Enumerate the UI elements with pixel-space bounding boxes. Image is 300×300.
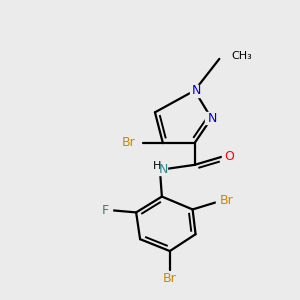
Text: Br: Br — [163, 272, 177, 285]
Bar — [216, 195, 236, 206]
Text: CH₃: CH₃ — [231, 51, 252, 61]
Bar — [206, 112, 219, 124]
Text: N: N — [208, 112, 217, 125]
Bar — [160, 273, 180, 285]
Text: N: N — [159, 163, 169, 176]
Bar — [190, 85, 203, 97]
Text: Br: Br — [121, 136, 135, 148]
Bar — [222, 151, 236, 163]
Bar — [118, 136, 138, 148]
Bar — [98, 205, 112, 216]
Text: O: O — [224, 150, 234, 164]
Bar — [143, 161, 167, 175]
Text: H: H — [153, 161, 161, 171]
Text: Br: Br — [219, 194, 233, 207]
Text: N: N — [192, 84, 201, 97]
Text: F: F — [102, 204, 109, 217]
